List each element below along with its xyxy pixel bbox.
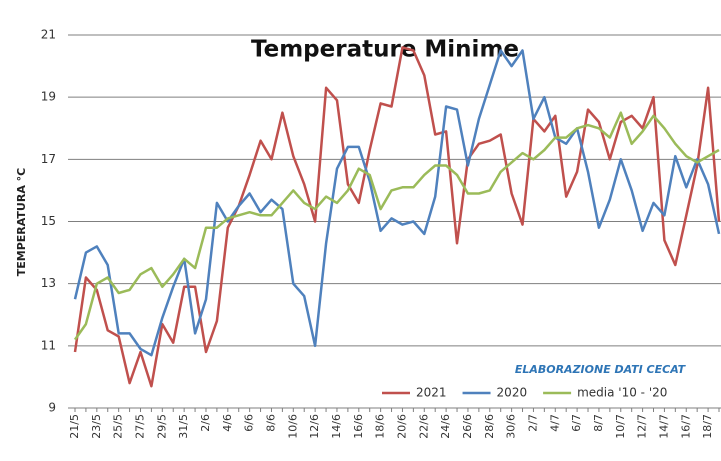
y-tick-label: 19	[41, 90, 56, 104]
x-tick-label: 29/5	[155, 414, 168, 439]
series-line	[73, 111, 720, 341]
x-tick-label: 18/7	[701, 414, 714, 439]
legend-label: media '10 - '20	[577, 386, 667, 400]
x-tick-label: 12/7	[636, 414, 649, 439]
series-line	[73, 49, 721, 357]
x-tick-label: 12/6	[308, 414, 321, 439]
x-tick-label: 8/6	[264, 414, 277, 432]
x-tick-label: 10/7	[614, 414, 627, 439]
x-tick-label: 4/7	[548, 414, 561, 432]
y-tick-label: 9	[48, 401, 56, 415]
x-tick-label: 14/6	[330, 414, 343, 439]
annotation: ELABORAZIONE DATI CECAT	[515, 363, 687, 376]
x-tick-label: 28/6	[483, 414, 496, 439]
legend-label: 2021	[416, 386, 447, 400]
x-tick-label: 26/6	[461, 414, 474, 439]
x-tick-label: 16/6	[352, 414, 365, 439]
chart-title: Temperature Minime	[251, 37, 519, 63]
x-tick-label: 6/6	[243, 414, 256, 432]
x-tick-label: 22/6	[417, 414, 430, 439]
x-tick-label: 24/6	[439, 414, 452, 439]
y-tick-label: 17	[41, 152, 56, 166]
x-tick-label: 14/7	[657, 414, 670, 439]
x-tick-label: 18/6	[374, 414, 387, 439]
x-tick-label: 10/6	[286, 414, 299, 439]
x-tick-label: 30/6	[505, 414, 518, 439]
x-tick-label: 2/6	[199, 414, 212, 432]
x-tick-label: 6/7	[570, 414, 583, 432]
y-tick-label: 15	[41, 214, 56, 228]
y-tick-label: 21	[41, 28, 56, 42]
x-tick-label: 21/5	[68, 414, 81, 439]
y-axis-title: TEMPERATURA °C	[15, 168, 28, 277]
x-tick-label: 4/6	[221, 414, 234, 432]
x-tick-label: 23/5	[90, 414, 103, 439]
x-tick-label: 25/5	[112, 414, 125, 439]
series-line	[73, 46, 721, 388]
y-tick-label: 11	[41, 338, 56, 352]
x-tick-label: 20/6	[395, 414, 408, 439]
legend-label: 2020	[497, 386, 528, 400]
x-tick-label: 2/7	[526, 414, 539, 432]
x-tick-label: 16/7	[679, 414, 692, 439]
x-tick-label: 31/5	[177, 414, 190, 439]
x-tick-label: 8/7	[592, 414, 605, 432]
x-tick-label: 27/5	[133, 414, 146, 439]
y-tick-label: 13	[41, 276, 56, 290]
